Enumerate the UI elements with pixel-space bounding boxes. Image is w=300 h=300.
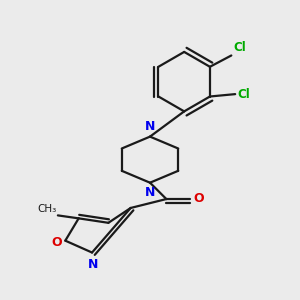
Text: O: O xyxy=(51,236,62,249)
Text: N: N xyxy=(87,258,98,271)
Text: N: N xyxy=(145,120,155,133)
Text: Cl: Cl xyxy=(237,88,250,100)
Text: O: O xyxy=(194,192,204,205)
Text: N: N xyxy=(145,186,155,199)
Text: CH₃: CH₃ xyxy=(37,204,56,214)
Text: Cl: Cl xyxy=(233,41,246,54)
